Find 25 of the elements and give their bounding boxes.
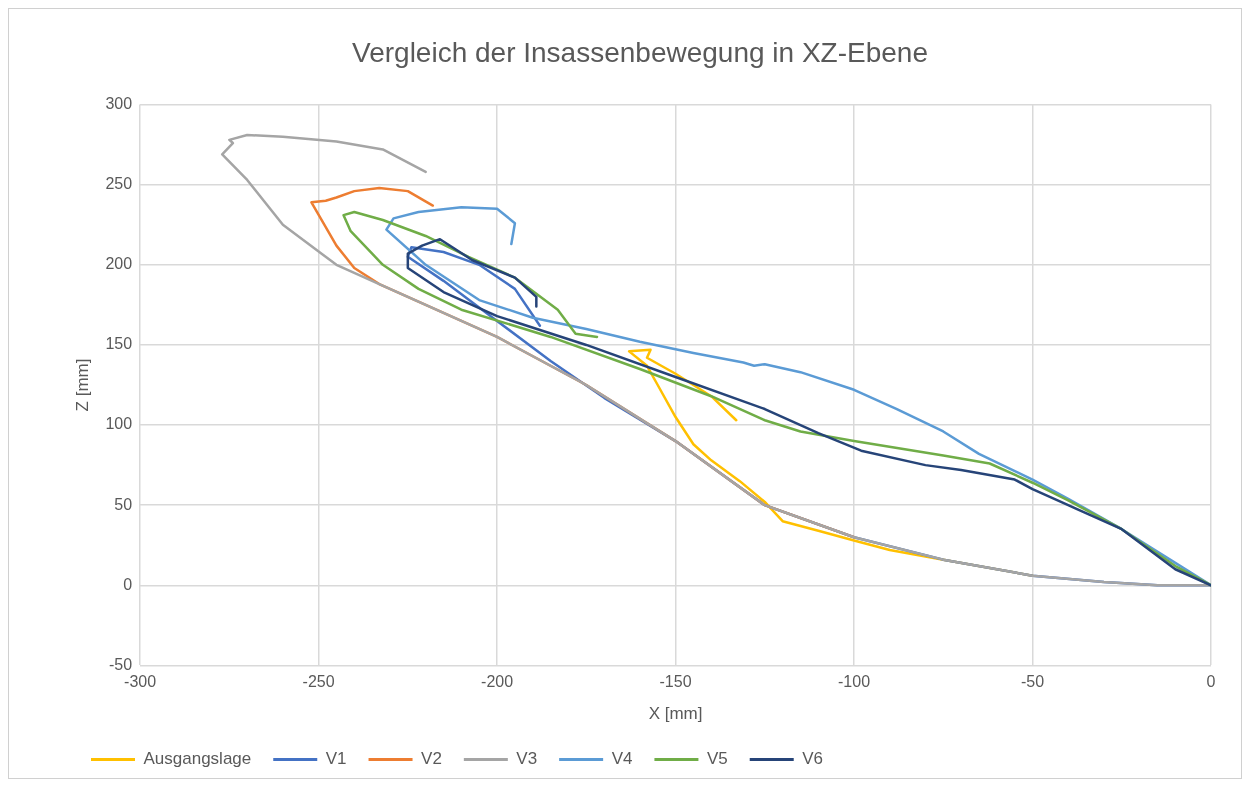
y-axis-title: Z [mm]	[72, 358, 92, 412]
y-tick-label: 50	[114, 495, 133, 513]
x-tick-label: -150	[659, 673, 692, 691]
y-tick-label: 100	[105, 415, 133, 433]
legend-label: V3	[516, 749, 538, 769]
y-tick-label: 200	[105, 255, 133, 273]
y-tick-label: -50	[108, 655, 133, 673]
y-tick-label: 150	[105, 335, 133, 353]
x-axis-title: X [mm]	[648, 704, 703, 724]
y-tick-label: 250	[105, 175, 133, 193]
legend-label: V5	[706, 749, 728, 769]
y-tick-label: 0	[123, 575, 133, 593]
x-tick-label: -250	[302, 673, 335, 691]
x-tick-label: -200	[481, 673, 514, 691]
legend-label: V2	[421, 749, 442, 769]
y-tick-label: 300	[105, 95, 133, 113]
legend-label: V4	[611, 749, 633, 769]
legend-label: V6	[802, 749, 824, 769]
x-tick-label: -50	[1020, 673, 1045, 691]
x-tick-label: -300	[124, 673, 157, 691]
legend-label: V1	[325, 749, 347, 769]
chart-title: Vergleich der Insassenbewegung in XZ-Ebene	[352, 36, 928, 68]
x-tick-label: -100	[838, 673, 871, 691]
x-tick-label: 0	[1206, 673, 1216, 691]
legend-label: Ausgangslage	[143, 749, 252, 769]
